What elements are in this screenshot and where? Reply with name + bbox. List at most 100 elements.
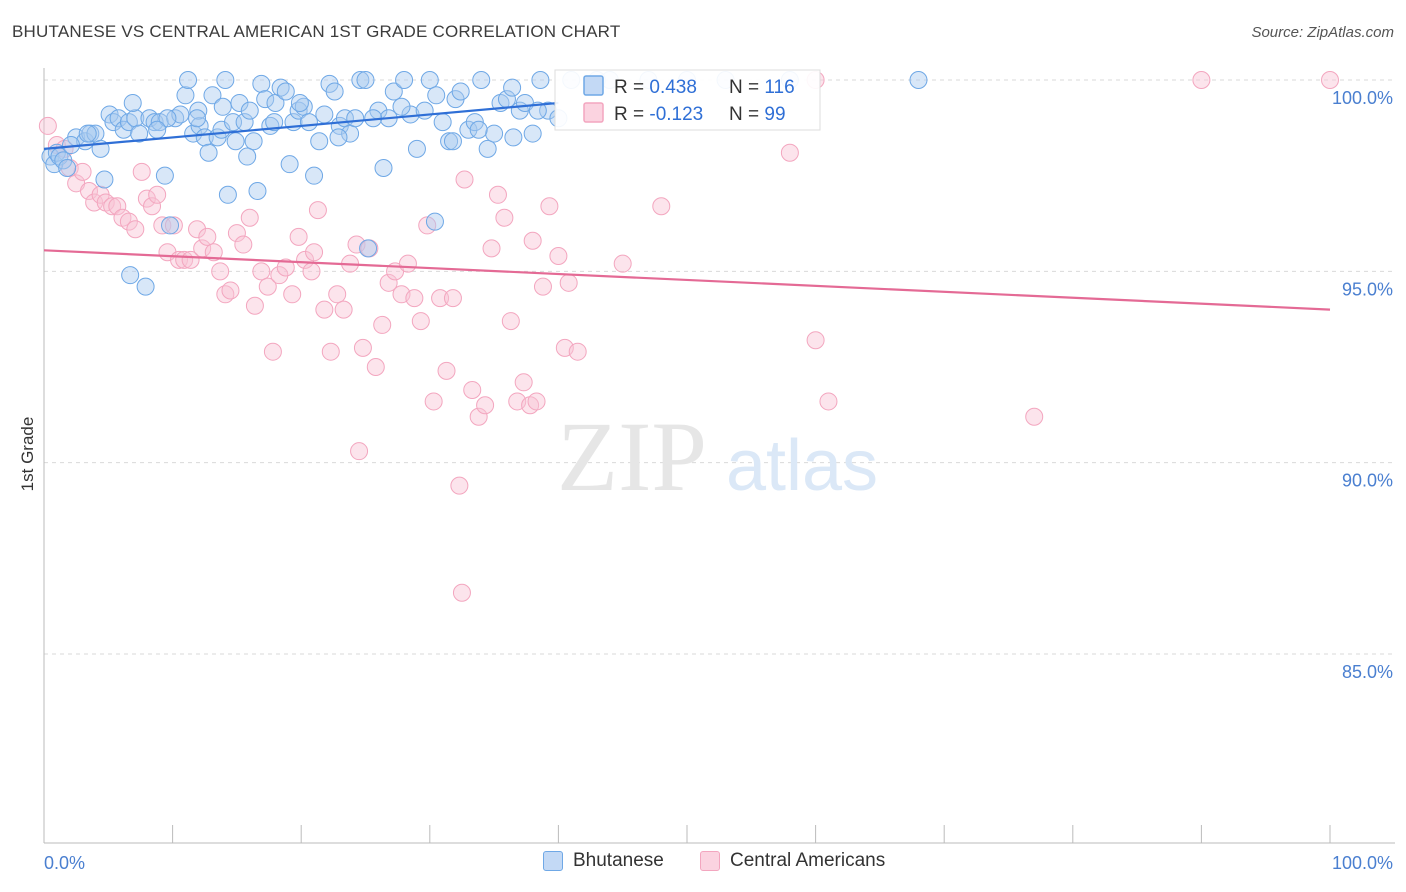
y-tick-label-2: 90.0% <box>1342 471 1393 491</box>
central-americans-point-92 <box>1321 71 1339 89</box>
central-americans-point-18 <box>148 185 167 204</box>
central-americans-point-73 <box>488 185 507 204</box>
bhutanese-point-52 <box>299 113 318 132</box>
bhutanese-point-27 <box>184 124 203 143</box>
central-americans-point-13 <box>119 212 138 231</box>
central-americans-point-10 <box>103 197 122 216</box>
bhutanese-point-66 <box>374 159 393 178</box>
y-tick-label-0: 100.0% <box>1332 88 1393 108</box>
central-americans-point-45 <box>308 201 327 220</box>
central-americans-point-64 <box>431 289 450 308</box>
source-credit: Source: ZipAtlas.com <box>1251 24 1394 41</box>
central-americans-point-89 <box>819 392 838 411</box>
legend-stats-part-1-2 <box>703 104 708 125</box>
bhutanese-point-25 <box>176 86 195 105</box>
central-americans-point-52 <box>353 338 372 357</box>
central-americans-point-59 <box>398 254 417 273</box>
central-americans-point-77 <box>514 373 533 392</box>
legend-stats-part-1-3: N = <box>729 104 764 125</box>
central-americans-point-82 <box>549 247 568 266</box>
central-americans-point-47 <box>321 342 340 361</box>
bhutanese-point-48 <box>280 155 299 174</box>
trend-line-central-americans <box>43 249 1331 311</box>
legend-stats-row-1: R = -0.123 N = 99 <box>614 104 786 125</box>
legend-stats-part-0-1: 0.438 <box>649 77 697 98</box>
legend-swatch-central-americans <box>700 851 720 871</box>
central-americans-point-35 <box>245 296 264 315</box>
central-americans-point-75 <box>501 312 520 331</box>
bhutanese-point-37 <box>230 93 249 112</box>
central-americans-point-97 <box>523 231 542 250</box>
y-axis-label: 1st Grade <box>18 417 37 492</box>
central-americans-point-94 <box>452 583 471 602</box>
watermark-zip: ZIP <box>557 401 707 512</box>
legend-stats-part-0-4: 116 <box>764 77 794 98</box>
grid-lines <box>44 79 1395 655</box>
legend-stats-swatch-1 <box>583 102 604 123</box>
central-americans-point-42 <box>289 227 308 246</box>
legend-item-bhutanese[interactable]: Bhutanese <box>543 850 664 872</box>
bhutanese-point-35 <box>218 185 237 204</box>
bhutanese-point-39 <box>240 101 259 120</box>
central-americans-point-96 <box>305 243 324 262</box>
legend-stats-row-0: R = 0.438 N = 116 <box>614 77 795 98</box>
bhutanese-point-89 <box>531 71 550 89</box>
central-americans-point-29 <box>211 262 230 281</box>
bhutanese-point-104 <box>189 101 208 120</box>
legend-stats-swatch-0 <box>583 75 604 96</box>
central-americans-point-44 <box>302 262 321 281</box>
central-americans-point-14 <box>126 220 145 239</box>
legend-stats-part-1-4: 99 <box>764 104 785 125</box>
bhutanese-point-42 <box>252 74 271 93</box>
central-americans-point-17 <box>143 197 162 216</box>
bhutanese-point-34 <box>216 71 235 89</box>
bhutanese-point-108 <box>329 128 348 147</box>
central-americans-point-60 <box>405 289 424 308</box>
bhutanese-point-122 <box>213 97 232 116</box>
y-tick-label-1: 95.0% <box>1342 279 1393 299</box>
legend-label-central-americans: Central Americans <box>730 850 886 871</box>
central-americans-point-79 <box>527 392 546 411</box>
central-americans-point-28 <box>204 243 223 262</box>
central-americans-point-21 <box>164 216 183 235</box>
bhutanese-point-75 <box>440 132 459 151</box>
bhutanese-point-123 <box>265 113 284 132</box>
series-central-americans <box>38 71 1339 602</box>
central-americans-point-32 <box>227 224 246 243</box>
bhutanese-point-121 <box>188 109 207 128</box>
central-americans-point-61 <box>411 312 430 331</box>
central-americans-point-72 <box>482 239 501 258</box>
central-americans-point-31 <box>221 281 240 300</box>
series-bhutanese <box>41 71 928 296</box>
central-americans-point-34 <box>240 208 259 227</box>
bhutanese-point-81 <box>478 139 497 158</box>
central-americans-point-68 <box>455 170 474 189</box>
bhutanese-point-99 <box>909 71 928 89</box>
bhutanese-point-114 <box>503 78 522 97</box>
bhutanese-point-53 <box>305 166 324 185</box>
y-tick-label-3: 85.0% <box>1342 662 1393 682</box>
central-americans-point-80 <box>533 277 552 296</box>
central-americans-point-5 <box>73 162 92 181</box>
central-americans-point-56 <box>379 273 398 292</box>
bhutanese-point-120 <box>148 120 167 139</box>
bhutanese-point-63 <box>356 71 375 89</box>
bhutanese-point-100 <box>121 266 140 285</box>
central-americans-point-41 <box>283 285 302 304</box>
bhutanese-point-30 <box>199 143 218 162</box>
bhutanese-point-101 <box>136 277 155 296</box>
bhutanese-point-55 <box>315 105 334 124</box>
bhutanese-point-107 <box>290 93 309 112</box>
bhutanese-point-102 <box>161 216 180 235</box>
central-americans-point-54 <box>366 358 385 376</box>
tick-labels: 100.0% 95.0% 90.0% 85.0% 0.0% 100.0% 1st Grade <box>18 88 1393 873</box>
bhutanese-point-112 <box>443 132 462 151</box>
bhutanese-point-54 <box>310 132 329 151</box>
legend-item-central-americans[interactable]: Central Americans <box>700 850 885 872</box>
central-americans-point-86 <box>652 197 671 216</box>
central-americans-point-71 <box>476 396 495 415</box>
central-americans-point-87 <box>780 143 799 162</box>
bhutanese-point-5 <box>58 159 77 178</box>
bhutanese-point-74 <box>433 113 452 132</box>
